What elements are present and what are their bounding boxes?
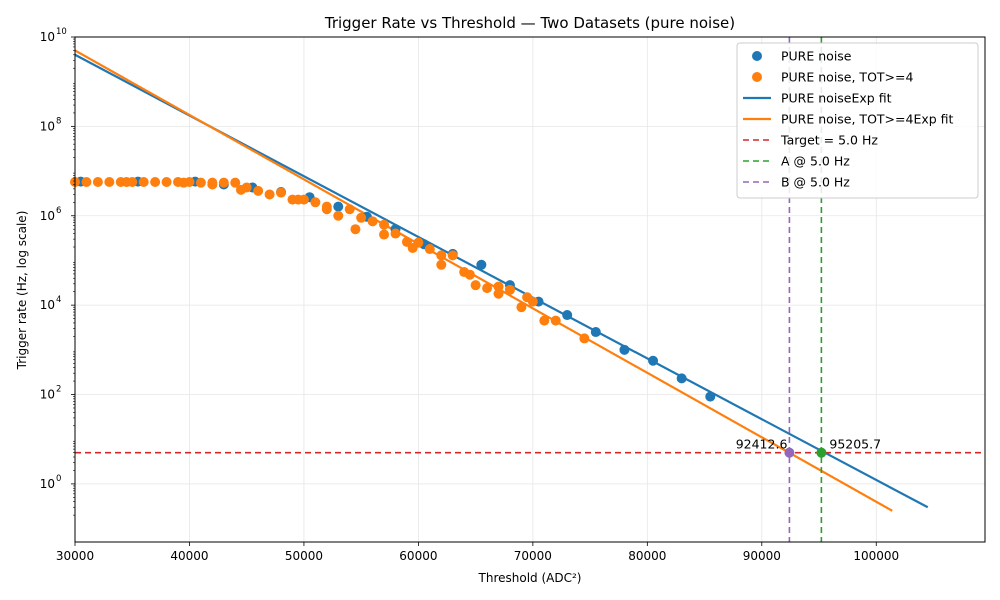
x-tick-label: 60000 [399, 549, 437, 563]
scatter-point [648, 355, 659, 366]
scatter-point [264, 189, 275, 200]
y-tick-exponent: 6 [56, 206, 61, 216]
legend-box [736, 42, 979, 199]
scatter-point [104, 176, 115, 187]
scatter-point [276, 187, 287, 198]
scatter-point [476, 259, 487, 270]
legend-label: PURE noise, TOT>=4 [781, 70, 913, 85]
scatter-point [321, 201, 332, 212]
scatter-point [184, 176, 195, 187]
scatter-point [150, 176, 161, 187]
scatter-point [539, 315, 550, 326]
legend-label: PURE noiseExp fit [781, 91, 892, 106]
y-tick-label: 10 [40, 30, 55, 44]
scatter-point [464, 269, 475, 280]
scatter-point [504, 284, 515, 295]
y-tick-exponent: 0 [56, 474, 61, 484]
scatter-point [241, 182, 252, 193]
scatter-point [379, 229, 390, 240]
scatter-points [70, 176, 716, 402]
scatter-point [447, 250, 458, 261]
scatter-point [379, 219, 390, 230]
x-axis-label: Threshold (ADC²) [478, 571, 582, 585]
x-tick-label: 70000 [514, 549, 552, 563]
scatter-point [161, 176, 172, 187]
plot-frame [74, 36, 986, 543]
legend-label: Target = 5.0 Hz [780, 133, 878, 148]
crossing-label: 92412.6 [736, 437, 788, 452]
legend: PURE noise PURE noise, TOT>=4 PURE noiseEx… [736, 42, 979, 199]
legend-marker [752, 51, 762, 61]
scatter-point [470, 280, 481, 291]
scatter-point [333, 201, 344, 212]
scatter-point [424, 244, 435, 255]
scatter-point [333, 210, 344, 221]
y-tick-exponent: 4 [56, 295, 61, 305]
legend-label: B @ 5.0 Hz [781, 175, 850, 190]
scatter-point [367, 216, 378, 227]
scatter-point [562, 310, 573, 321]
fit-line [74, 49, 893, 512]
scatter-point [195, 177, 206, 188]
legend-marker [752, 72, 762, 82]
x-tick-label: 100000 [853, 549, 899, 563]
scatter-point [516, 302, 527, 313]
scatter-point [676, 373, 687, 384]
x-tick-label: 50000 [285, 549, 323, 563]
scatter-point [207, 177, 218, 188]
crossing-marker [784, 447, 795, 458]
scatter-point [619, 344, 630, 355]
legend-label: PURE noise [781, 49, 852, 64]
scatter-point [550, 315, 561, 326]
crossing-marker [816, 447, 827, 458]
scatter-point [579, 333, 590, 344]
scatter-point [92, 176, 103, 187]
y-tick-exponent: 2 [56, 385, 61, 395]
scatter-point [493, 281, 504, 292]
scatter-point [138, 176, 149, 187]
scatter-point [253, 185, 264, 196]
y-tick-label: 10 [40, 388, 55, 402]
scatter-point [705, 391, 716, 402]
scatter-point [493, 288, 504, 299]
x-tick-label: 40000 [170, 549, 208, 563]
crossing-label: 95205.7 [829, 437, 881, 452]
x-tick-label: 30000 [56, 549, 94, 563]
scatter-point [350, 224, 361, 235]
scatter-point [344, 204, 355, 215]
legend-label: PURE noise, TOT>=4Exp fit [781, 112, 954, 127]
x-tick-label: 90000 [743, 549, 781, 563]
y-axis-label: Trigger rate (Hz, log scale) [15, 211, 29, 371]
scatter-point [298, 194, 309, 205]
y-tick-label: 10 [40, 477, 55, 491]
x-tick-label: 80000 [628, 549, 666, 563]
y-tick-exponent: 8 [56, 116, 61, 126]
scatter-point [356, 212, 367, 223]
scatter-point [436, 259, 447, 270]
scatter-point [310, 197, 321, 208]
scatter-point [218, 177, 229, 188]
chart-title: Trigger Rate vs Threshold — Two Datasets… [324, 14, 735, 32]
y-tick-label: 10 [40, 209, 55, 223]
scatter-point [230, 177, 241, 188]
fit-lines [74, 49, 929, 512]
axis-ticks: 30000 40000 50000 60000 70000 80000 90000 10000… [40, 27, 899, 563]
legend-label: A @ 5.0 Hz [781, 154, 850, 169]
y-tick-label: 10 [40, 119, 55, 133]
scatter-point [482, 283, 493, 294]
y-tick-label: 10 [40, 298, 55, 312]
scatter-point [590, 327, 601, 338]
scatter-point [413, 237, 424, 248]
scatter-point [81, 176, 92, 187]
scatter-point [127, 176, 138, 187]
scatter-point [527, 296, 538, 307]
scatter-point [390, 228, 401, 239]
y-tick-exponent: 10 [56, 27, 67, 37]
scatter-point [436, 250, 447, 261]
